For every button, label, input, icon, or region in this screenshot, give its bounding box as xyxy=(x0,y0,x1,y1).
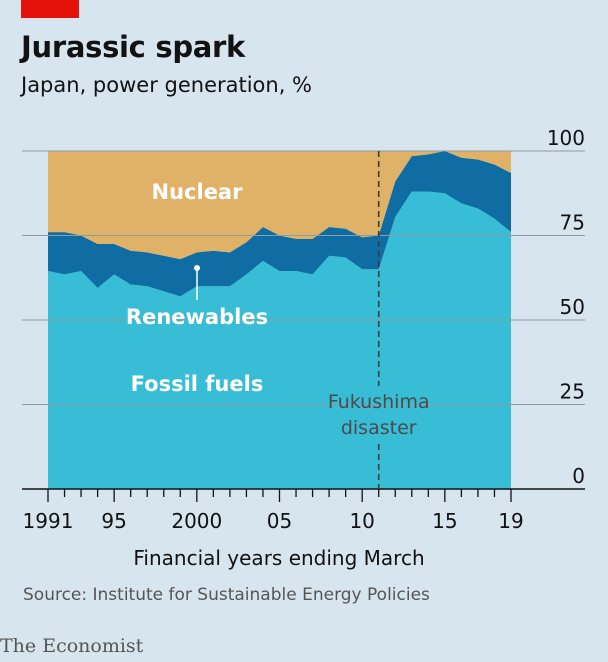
y-tick-label-25: 25 xyxy=(560,380,585,404)
x-tick-label-2010: 10 xyxy=(349,509,374,533)
y-tick-label-75: 75 xyxy=(560,211,585,235)
y-tick-label-0: 0 xyxy=(572,464,585,488)
source-note: Source: Institute for Sustainable Energy… xyxy=(23,585,430,605)
y-axis: 0 25 50 75 100 xyxy=(547,126,585,488)
fossil-fuels-label: Fossil fuels xyxy=(131,372,264,396)
x-tick-label-2019: 19 xyxy=(498,509,523,533)
nuclear-label: Nuclear xyxy=(152,180,244,204)
x-tick-label-2005: 05 xyxy=(267,509,292,533)
x-tick-label-2015: 15 xyxy=(432,509,457,533)
area-renewables xyxy=(48,151,511,297)
area-nuclear xyxy=(48,151,511,260)
area-layers xyxy=(48,151,511,489)
chart-title: Jurassic spark xyxy=(21,30,246,64)
x-tick-label-1991: 1991 xyxy=(23,509,74,533)
renewables-leader-dot xyxy=(194,265,200,271)
annotation-line-1: Fukushima xyxy=(328,391,430,413)
y-tick-label-100: 100 xyxy=(547,126,585,150)
x-tick-label-1995: 95 xyxy=(101,509,126,533)
annotation-line-2: disaster xyxy=(341,417,417,439)
annotations: Fukushima disaster xyxy=(328,151,430,489)
area-fossil-fuels xyxy=(48,191,511,489)
renewables-label: Renewables xyxy=(126,305,268,329)
chart-subtitle: Japan, power generation, % xyxy=(21,73,313,97)
brand-red-tag xyxy=(21,0,79,18)
x-axis: 1991 95 2000 05 10 15 19 xyxy=(23,489,524,533)
gridlines xyxy=(22,150,585,490)
x-tick-label-2000: 2000 xyxy=(171,509,222,533)
economist-brand: The Economist xyxy=(0,635,144,657)
y-tick-label-50: 50 xyxy=(560,295,585,319)
x-axis-label: Financial years ending March xyxy=(133,546,424,570)
series-labels: Nuclear Renewables Fossil fuels xyxy=(126,180,268,396)
